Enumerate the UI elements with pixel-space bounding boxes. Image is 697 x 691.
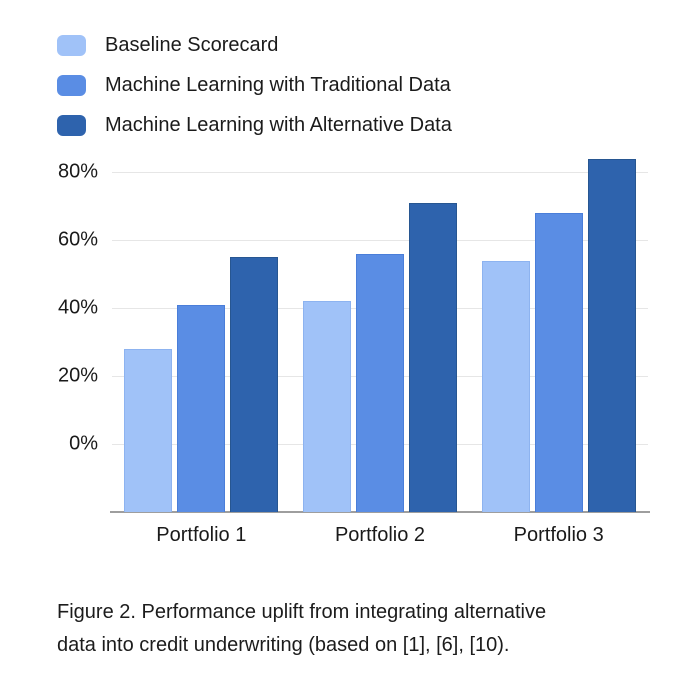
bar-group-portfolio-3 <box>469 145 648 512</box>
y-tick-label-20: 20% <box>57 364 98 387</box>
chart-plot-area: 0% 20% 40% 60% 80% <box>58 145 650 513</box>
bar-portfolio-1-baseline-scorecard <box>124 348 173 512</box>
bar-group-portfolio-1 <box>112 145 291 512</box>
figure-caption-line-1: Figure 2. Performance uplift from integr… <box>57 601 547 623</box>
x-tick-label-portfolio-1: Portfolio 1 <box>156 524 247 546</box>
bar-portfolio-2-baseline-scorecard <box>303 301 352 512</box>
bar-portfolio-3-baseline-scorecard <box>481 260 530 512</box>
x-axis-line <box>110 511 650 513</box>
legend-item-machine-learning-with-traditional-data: Machine Learning with Traditional Data <box>57 74 452 96</box>
gridline-60 <box>112 240 648 242</box>
chart-legend: Baseline Scorecard Machine Learning with … <box>57 34 452 136</box>
legend-swatch-icon <box>57 74 86 96</box>
legend-swatch-icon <box>57 114 86 136</box>
x-tick-label-portfolio-2: Portfolio 2 <box>334 524 426 546</box>
bar-portfolio-2-machine-learning-with-alternative-data <box>409 202 458 512</box>
bar-portfolio-3-machine-learning-with-traditional-data <box>534 213 583 512</box>
figure-caption-line-2: data into credit underwriting (based on … <box>57 634 510 656</box>
figure-caption: Figure 2. Performance uplift from integr… <box>57 596 657 662</box>
legend-label: Machine Learning with Traditional Data <box>105 74 451 96</box>
y-tick-label-40: 40% <box>57 296 98 319</box>
legend-label: Machine Learning with Alternative Data <box>105 114 452 136</box>
y-tick-label-60: 60% <box>57 228 98 251</box>
x-tick-label-portfolio-3: Portfolio 3 <box>513 524 604 546</box>
bar-group-portfolio-2 <box>291 145 470 512</box>
y-tick-label-80: 80% <box>57 160 98 183</box>
bar-portfolio-3-machine-learning-with-alternative-data <box>587 158 636 512</box>
legend-item-machine-learning-with-alternative-data: Machine Learning with Alternative Data <box>57 114 452 136</box>
x-axis-labels: Portfolio 1 Portfolio 2 Portfolio 3 <box>112 524 648 550</box>
bar-portfolio-1-machine-learning-with-traditional-data <box>177 304 226 512</box>
legend-item-baseline-scorecard: Baseline Scorecard <box>57 34 452 56</box>
gridline-80 <box>112 172 648 174</box>
legend-swatch-icon <box>57 34 86 56</box>
legend-label: Baseline Scorecard <box>105 34 279 56</box>
bar-portfolio-2-machine-learning-with-traditional-data <box>356 253 405 512</box>
bar-portfolio-1-machine-learning-with-alternative-data <box>230 257 279 512</box>
y-tick-label-0: 0% <box>69 432 98 455</box>
